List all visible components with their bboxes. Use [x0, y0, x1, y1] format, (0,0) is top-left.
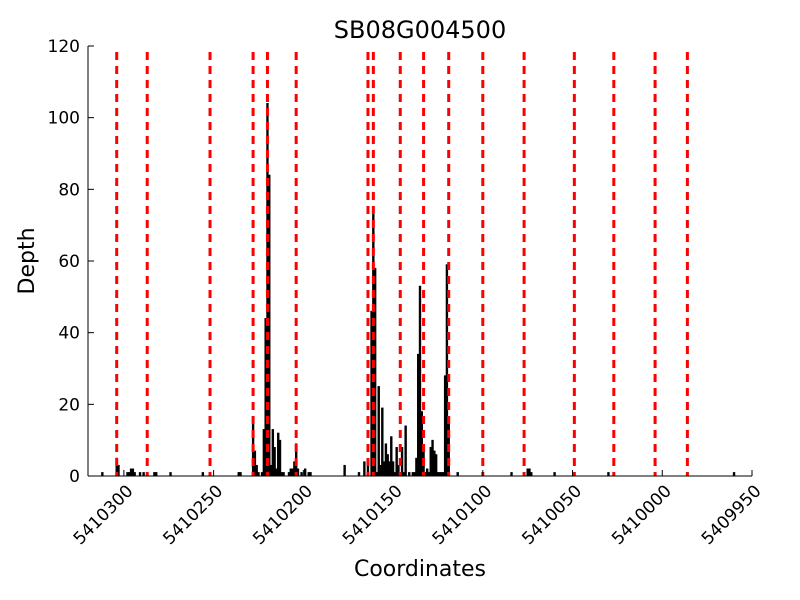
x-tick-label-7: 5409950	[698, 481, 766, 549]
bar-94	[553, 472, 556, 477]
y-tick-label-4: 80	[58, 180, 80, 200]
bar-97	[732, 472, 736, 477]
bar-8	[138, 472, 142, 477]
bar-42	[309, 472, 312, 477]
y-tick-label-1: 20	[58, 395, 80, 415]
x-tick-label-1: 5410250	[159, 481, 227, 549]
bar-95	[607, 472, 610, 477]
marker-lines	[115, 52, 689, 476]
bar-45	[363, 461, 366, 477]
x-tick-label-2: 5410200	[249, 481, 317, 549]
bar-13	[201, 472, 205, 477]
y-tick-label-0: 0	[69, 467, 80, 487]
bar-90	[510, 472, 513, 477]
bar-series	[101, 103, 736, 477]
bar-39	[300, 472, 303, 477]
x-tick-label-3: 5410150	[339, 481, 407, 549]
y-tick-label-6: 120	[48, 37, 80, 57]
bar-32	[282, 472, 285, 477]
bar-15	[239, 472, 242, 477]
y-tick-label-2: 40	[58, 324, 80, 344]
bar-11	[155, 472, 158, 477]
bar-12	[169, 472, 172, 477]
bar-93	[530, 472, 533, 477]
bar-9	[142, 472, 145, 477]
bar-0	[101, 472, 104, 477]
bar-7	[133, 472, 136, 477]
bar-43	[343, 464, 346, 477]
bar-66	[404, 425, 407, 477]
bar-19	[257, 472, 260, 477]
bar-67	[408, 472, 411, 477]
y-tick-label-5: 100	[48, 109, 80, 129]
x-tick-label-5: 5410050	[518, 481, 586, 549]
bar-40	[303, 468, 307, 477]
y-tick-label-3: 60	[58, 252, 80, 272]
bar-30	[278, 439, 282, 477]
x-tick-label-4: 5410100	[429, 481, 497, 549]
chart-title: SB08G004500	[334, 16, 506, 44]
y-axis-title: Depth	[15, 227, 40, 294]
x-tick-label-0: 5410300	[70, 481, 138, 549]
x-tick-label-6: 5410000	[608, 481, 676, 549]
bar-44	[357, 472, 361, 477]
x-axis-title: Coordinates	[354, 557, 486, 582]
bar-89	[456, 472, 459, 477]
bar-51	[377, 386, 380, 477]
